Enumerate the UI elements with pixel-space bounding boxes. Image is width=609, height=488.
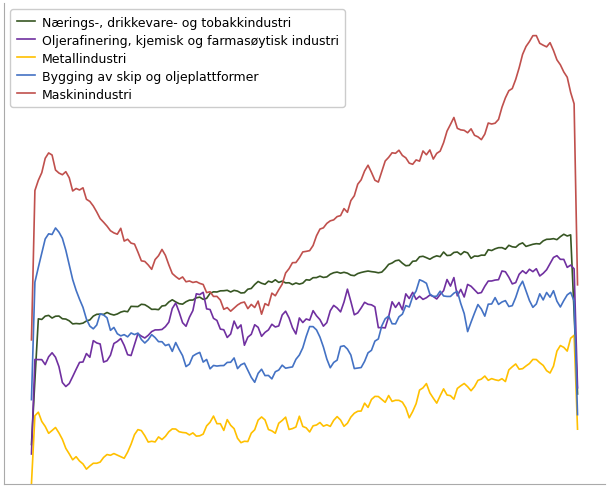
Metallindustri bbox=[574, 427, 581, 432]
Maskinindustri bbox=[330, 218, 337, 224]
Bygging av skip og oljeplattformer bbox=[574, 412, 581, 418]
Metallindustri bbox=[382, 400, 389, 406]
Oljerafinering, kjemisk og farmasøytisk industri bbox=[182, 324, 189, 329]
Oljerafinering, kjemisk og farmasøytisk industri bbox=[546, 261, 554, 267]
Metallindustri bbox=[546, 370, 554, 376]
Oljerafinering, kjemisk og farmasøytisk industri bbox=[330, 303, 337, 309]
Oljerafinering, kjemisk og farmasøytisk industri bbox=[28, 451, 35, 457]
Maskinindustri bbox=[550, 48, 557, 54]
Nærings-, drikkevare- og tobakkindustri bbox=[138, 302, 145, 307]
Line: Maskinindustri: Maskinindustri bbox=[32, 37, 577, 340]
Line: Nærings-, drikkevare- og tobakkindustri: Nærings-, drikkevare- og tobakkindustri bbox=[32, 235, 577, 445]
Line: Oljerafinering, kjemisk og farmasøytisk industri: Oljerafinering, kjemisk og farmasøytisk … bbox=[32, 256, 577, 454]
Bygging av skip og oljeplattformer bbox=[52, 225, 59, 231]
Line: Metallindustri: Metallindustri bbox=[32, 336, 577, 484]
Nærings-, drikkevare- og tobakkindustri bbox=[546, 237, 554, 243]
Oljerafinering, kjemisk og farmasøytisk industri bbox=[553, 253, 560, 259]
Metallindustri bbox=[28, 481, 35, 487]
Maskinindustri bbox=[533, 34, 540, 40]
Nærings-, drikkevare- og tobakkindustri bbox=[182, 299, 189, 305]
Maskinindustri bbox=[382, 159, 389, 164]
Nærings-, drikkevare- og tobakkindustri bbox=[560, 232, 568, 238]
Nærings-, drikkevare- og tobakkindustri bbox=[574, 391, 581, 397]
Metallindustri bbox=[330, 418, 337, 424]
Oljerafinering, kjemisk og farmasøytisk industri bbox=[574, 385, 581, 391]
Bygging av skip og oljeplattformer bbox=[550, 288, 557, 294]
Nærings-, drikkevare- og tobakkindustri bbox=[474, 254, 482, 260]
Nærings-, drikkevare- og tobakkindustri bbox=[382, 266, 389, 272]
Bygging av skip og oljeplattformer bbox=[385, 313, 392, 319]
Oljerafinering, kjemisk og farmasøytisk industri bbox=[382, 325, 389, 331]
Bygging av skip og oljeplattformer bbox=[28, 397, 35, 403]
Metallindustri bbox=[474, 378, 482, 384]
Maskinindustri bbox=[474, 135, 482, 141]
Maskinindustri bbox=[28, 337, 35, 343]
Oljerafinering, kjemisk og farmasøytisk industri bbox=[138, 333, 145, 339]
Maskinindustri bbox=[138, 258, 145, 264]
Bygging av skip og oljeplattformer bbox=[141, 340, 149, 346]
Legend: Nærings-, drikkevare- og tobakkindustri, Oljerafinering, kjemisk og farmasøytisk: Nærings-, drikkevare- og tobakkindustri,… bbox=[10, 10, 345, 108]
Metallindustri bbox=[571, 333, 578, 339]
Bygging av skip og oljeplattformer bbox=[186, 362, 193, 367]
Nærings-, drikkevare- og tobakkindustri bbox=[330, 270, 337, 276]
Metallindustri bbox=[182, 430, 189, 436]
Nærings-, drikkevare- og tobakkindustri bbox=[28, 442, 35, 447]
Bygging av skip og oljeplattformer bbox=[477, 306, 485, 312]
Oljerafinering, kjemisk og farmasøytisk industri bbox=[474, 291, 482, 297]
Line: Bygging av skip og oljeplattformer: Bygging av skip og oljeplattformer bbox=[32, 228, 577, 415]
Bygging av skip og oljeplattformer bbox=[334, 357, 341, 363]
Metallindustri bbox=[138, 428, 145, 434]
Maskinindustri bbox=[574, 283, 581, 288]
Maskinindustri bbox=[182, 279, 189, 285]
